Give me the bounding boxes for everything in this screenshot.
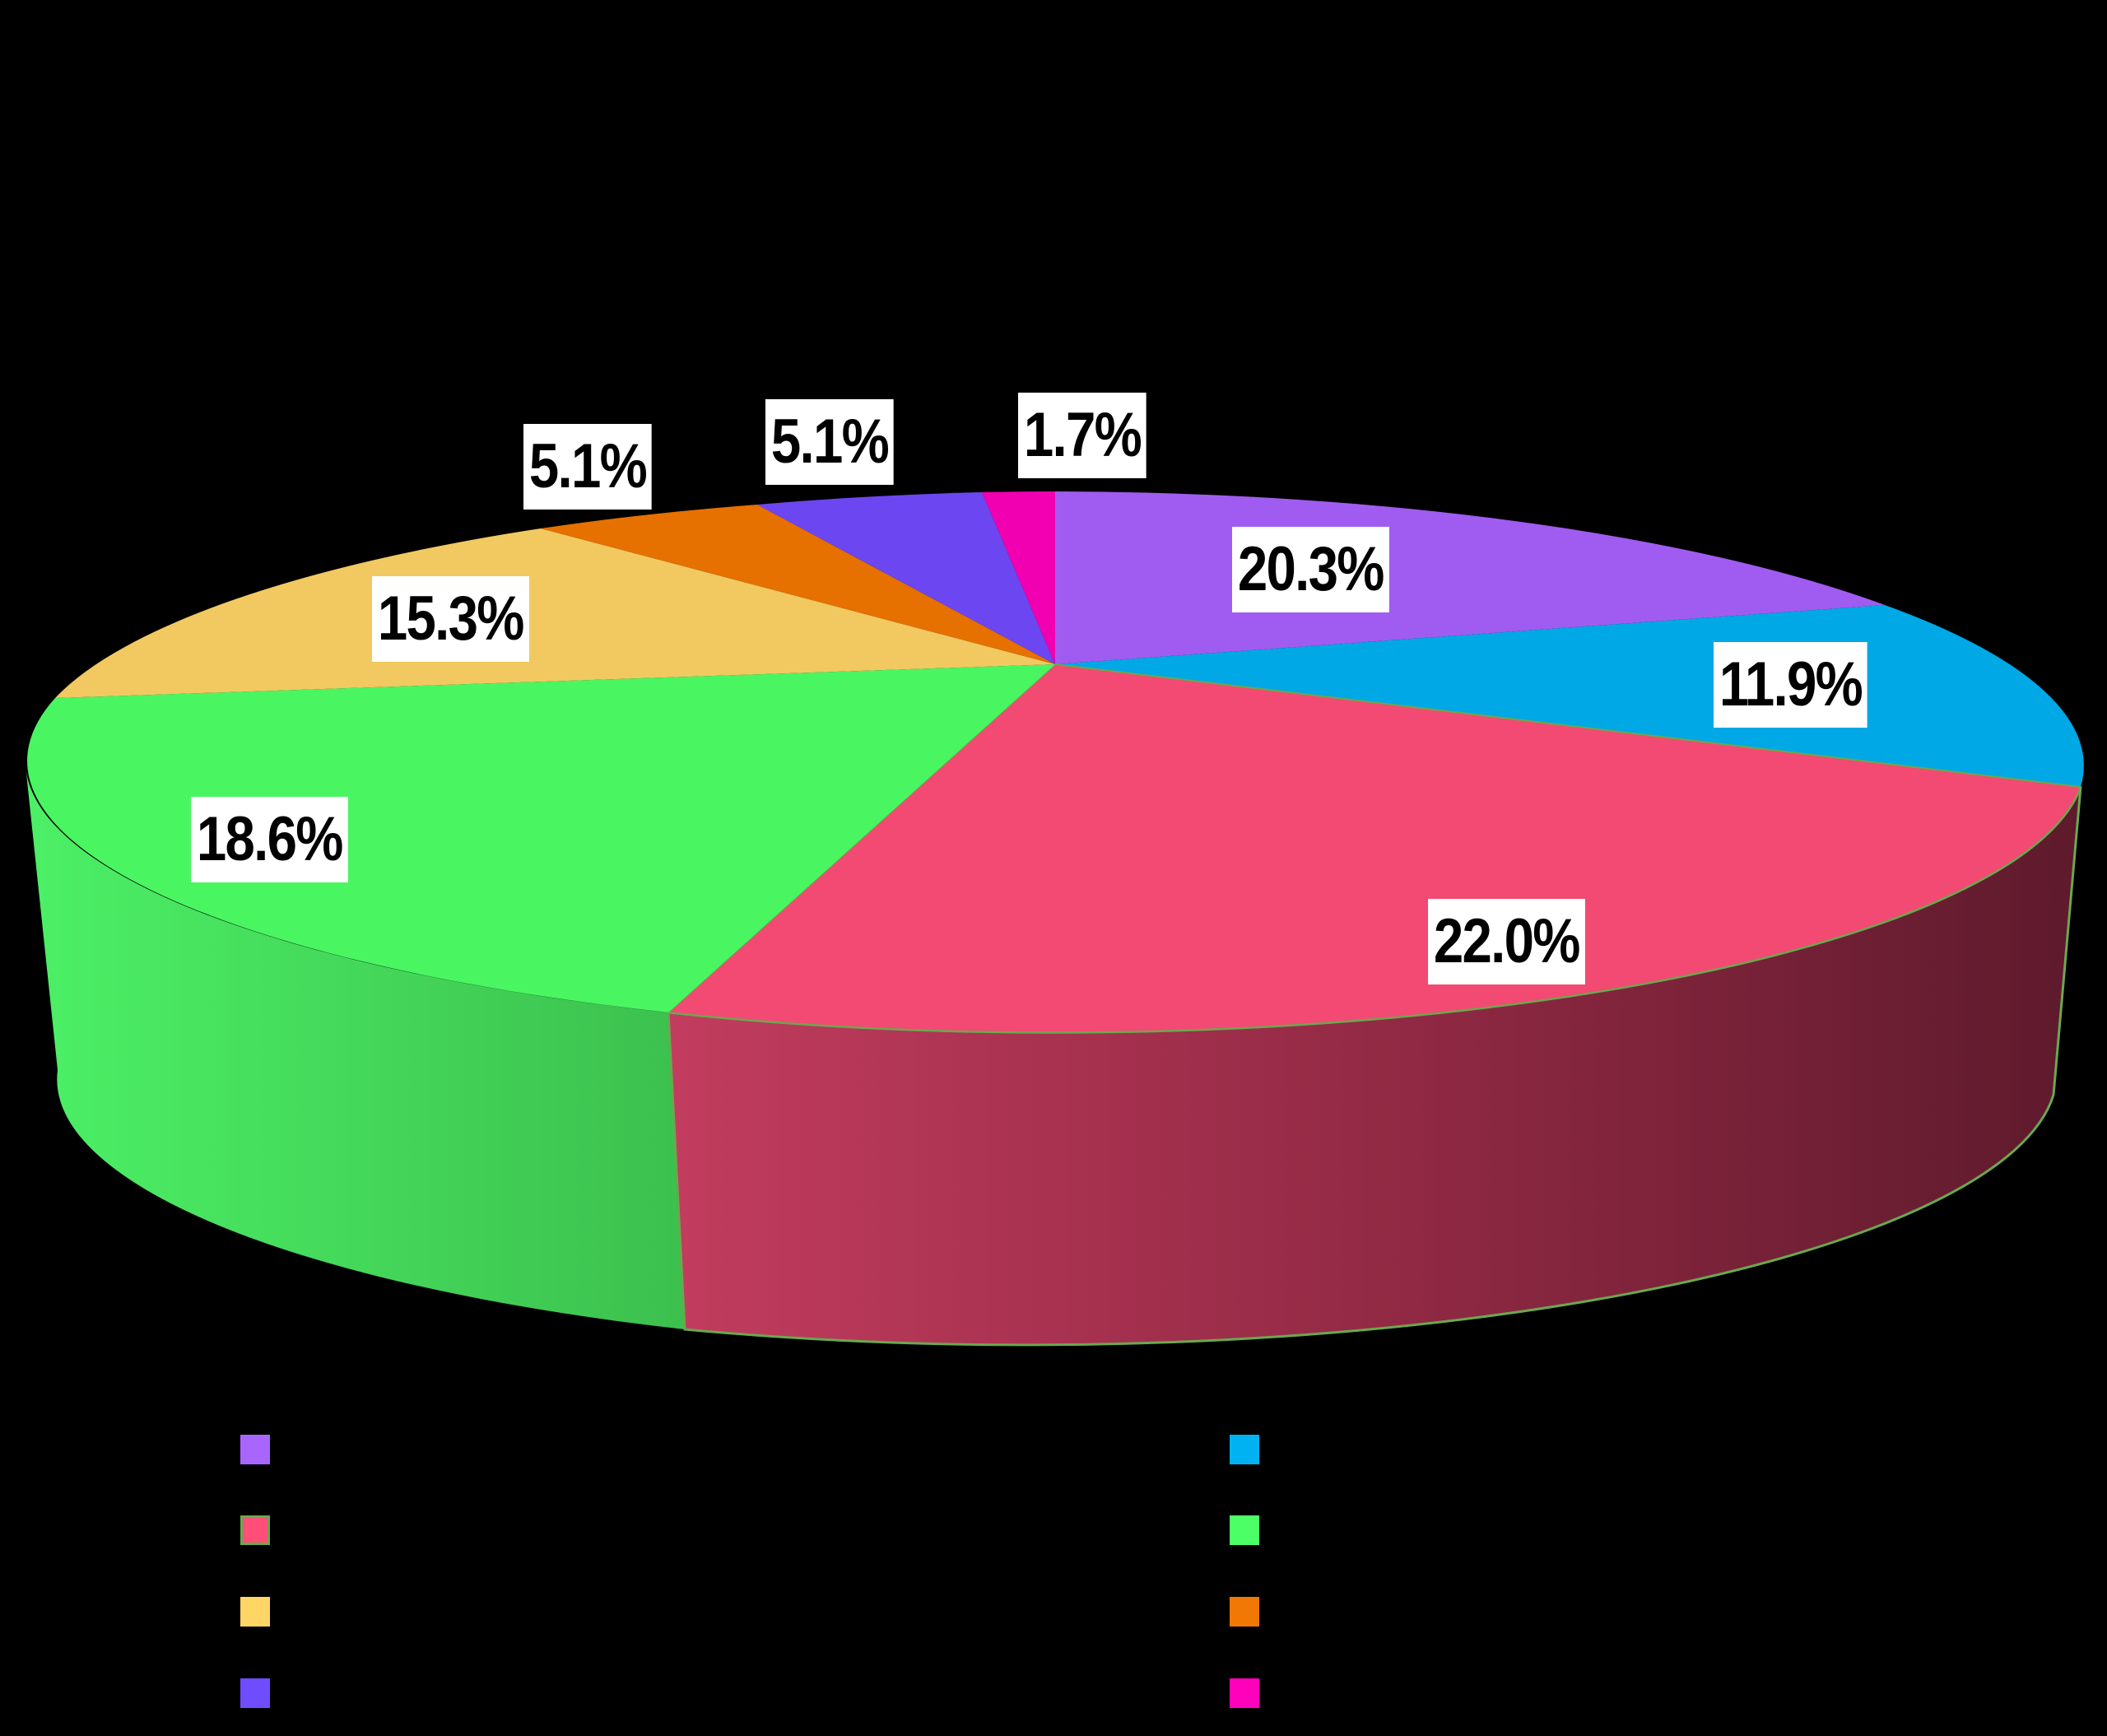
legend-swatch-icon — [1230, 1597, 1259, 1627]
legend-swatch-icon — [240, 1597, 270, 1627]
legend-item[interactable] — [240, 1677, 290, 1710]
legend-item[interactable] — [240, 1514, 290, 1547]
legend-item[interactable] — [1230, 1595, 1279, 1628]
legend-swatch-icon — [240, 1435, 270, 1464]
legend-item[interactable] — [240, 1595, 290, 1628]
legend-item[interactable] — [1230, 1677, 1279, 1710]
slice-s7[interactable] — [757, 492, 1055, 664]
data-label-s3: 22.0% — [1428, 899, 1585, 984]
legend-swatch-icon — [1230, 1435, 1259, 1464]
slice-s3[interactable] — [666, 663, 2082, 1034]
legend-swatch-icon — [1230, 1515, 1259, 1545]
slice-s5[interactable] — [55, 528, 1055, 698]
legend-swatch-icon — [240, 1678, 270, 1708]
chart-legend — [0, 1416, 2107, 1736]
data-label-s2: 11.9% — [1714, 642, 1867, 728]
legend-item[interactable] — [1230, 1514, 1279, 1547]
pie-top-face — [27, 491, 2084, 1034]
pie-chart-3d — [26, 491, 2084, 1347]
data-label-s6: 5.1% — [523, 424, 652, 510]
legend-item[interactable] — [1230, 1433, 1279, 1466]
legend-item[interactable] — [240, 1433, 290, 1466]
slice-side-s4 — [26, 766, 685, 1329]
data-label-s4: 18.6% — [191, 797, 348, 882]
data-label-s5: 15.3% — [372, 576, 529, 662]
data-label-s1: 20.3% — [1232, 527, 1389, 612]
slice-s4[interactable] — [27, 664, 1055, 1012]
data-label-s8: 1.7% — [1018, 393, 1147, 478]
slice-s6[interactable] — [541, 505, 1055, 664]
legend-swatch-icon — [1230, 1678, 1259, 1708]
data-label-s7: 5.1% — [765, 399, 894, 485]
legend-swatch-icon — [240, 1515, 270, 1545]
slice-s8[interactable] — [982, 491, 1055, 664]
